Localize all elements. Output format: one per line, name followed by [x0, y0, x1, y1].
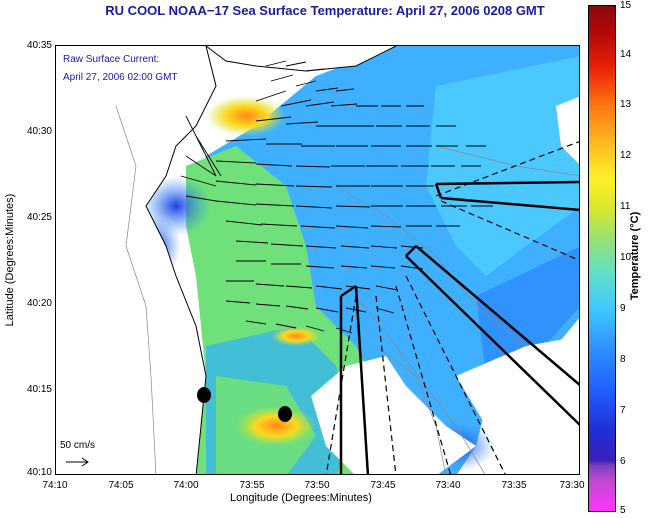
colorbar-label: Temperature (°C): [629, 211, 641, 301]
ctick-9: 9: [620, 303, 626, 314]
xtick-1: 74:10: [42, 480, 68, 491]
ytick-6: 40:10: [26, 467, 52, 478]
ytick-1: 40:35: [26, 40, 52, 51]
radial-lines: [325, 141, 579, 474]
ctick-7: 7: [620, 405, 626, 416]
annotation-line-2: April 27, 2006 02:00 GMT: [63, 72, 178, 83]
surface-current-vectors: [180, 60, 493, 334]
temperature-colorbar: [588, 5, 616, 512]
coastline: [145, 46, 217, 474]
map-plot[interactable]: [55, 45, 580, 475]
annotation-line-1: Raw Surface Current:: [63, 54, 160, 65]
ctick-6: 6: [620, 456, 626, 467]
ytick-2: 40:30: [26, 126, 52, 137]
xtick-2: 74:05: [108, 480, 134, 491]
xtick-6: 73:45: [370, 480, 396, 491]
ytick-5: 40:15: [26, 384, 52, 395]
ctick-10: 10: [620, 252, 632, 263]
land-new-jersey: [56, 46, 216, 474]
sst-map: [56, 46, 579, 474]
xtick-8: 73:35: [501, 480, 527, 491]
xtick-5: 73:50: [304, 480, 330, 491]
xtick-3: 74:00: [173, 480, 199, 491]
ctick-12: 12: [620, 150, 632, 161]
ctick-15: 15: [620, 0, 632, 11]
y-axis-label: Latitude (Degrees:Minutes): [4, 193, 16, 327]
x-axis-label: Longitude (Degrees:Minutes): [230, 492, 372, 504]
xtick-7: 73:40: [435, 480, 461, 491]
ctick-13: 13: [620, 99, 632, 110]
land-new-york: [206, 46, 396, 71]
ctick-5: 5: [620, 505, 626, 516]
ctick-14: 14: [620, 49, 632, 60]
ytick-3: 40:25: [26, 212, 52, 223]
buoy-marker-2[interactable]: [278, 406, 292, 422]
scale-arrow: [66, 457, 89, 467]
buoy-marker-1[interactable]: [197, 387, 211, 403]
map-title: RU COOL NOAA−17 Sea Surface Temperature:…: [105, 3, 545, 18]
ytick-4: 40:20: [26, 298, 52, 309]
ctick-8: 8: [620, 354, 626, 365]
xtick-4: 73:55: [239, 480, 265, 491]
xtick-9: 73:30: [559, 480, 585, 491]
ctick-11: 11: [620, 201, 631, 212]
scale-label: 50 cm/s: [60, 440, 96, 451]
bathymetry-contours: [115, 105, 579, 474]
no-data-area: [311, 356, 476, 474]
